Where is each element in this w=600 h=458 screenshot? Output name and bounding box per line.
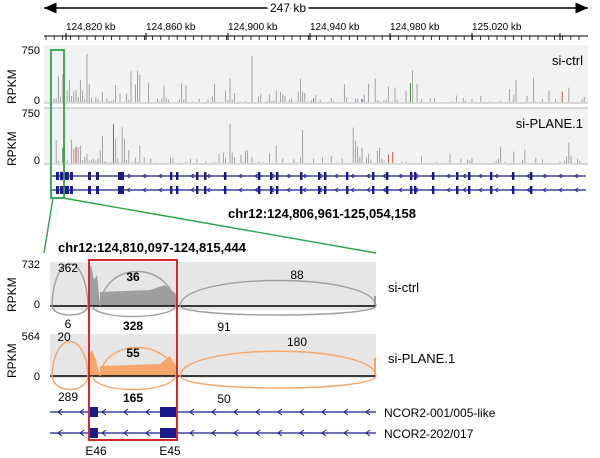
junction-count: 91 [217,320,231,334]
junction-count: 50 [217,392,231,406]
junction-count: 6 [65,317,72,331]
track-name: si-ctrl [552,53,583,68]
exon-label: E46 [85,444,107,458]
track-ymax: 732 [22,259,40,271]
junction-arc [99,271,177,307]
junction-count: 328 [123,319,143,333]
top-track-si-plane [44,107,588,165]
junction-arc [179,305,377,316]
transcript-models-zoom [50,407,376,438]
track-ymax: 750 [22,45,40,57]
junction-arc [51,340,89,377]
zoom-locus-label: chr12:124,810,097-124,815,444 [58,240,247,255]
track-y-label: RPKM [5,343,19,378]
track-ymax: 750 [22,108,40,120]
exon-highlight-box [88,259,178,441]
zoom-window [50,49,65,199]
exon-label: E45 [159,444,181,458]
junction-arc [51,375,89,391]
locus-label: chr12:124,806,961-125,054,158 [228,206,416,221]
junction-count: 88 [290,268,304,282]
transcript-name: NCOR2-202/017 [384,427,474,441]
junction-arc [51,305,89,316]
track-name: si-PLANE.1 [516,116,583,131]
transcript-name: NCOR2-001/005-like [384,406,496,420]
ruler-tick-label: 125,020 kb [472,22,522,33]
junction-count: 180 [287,335,307,349]
track-ymax: 564 [22,331,40,343]
junction-arc [179,279,377,307]
track-ymin: 0 [34,95,40,107]
junction-count: 362 [58,261,78,275]
junction-arc [179,375,377,389]
top-track-si-ctrl [44,45,588,104]
junction-count: 36 [126,270,140,284]
track-y-label: RPKM [5,69,19,104]
track-y-label: RPKM [5,131,19,166]
junction-count: 20 [57,330,71,344]
junction-arc [99,346,177,377]
track-y-label: RPKM [5,277,19,312]
region-width-label: 247 kb [270,1,306,15]
junction-arc [91,305,177,318]
ruler-tick-label: 124,900 kb [228,22,278,33]
junction-count: 289 [58,390,78,404]
ruler-tick-label: 124,820 kb [66,22,116,33]
track-name: si-PLANE.1 [388,351,455,366]
track-ymin: 0 [34,371,40,383]
zoom-track-si-ctrl [50,262,377,318]
junction-count: 55 [126,346,140,360]
track-ymin: 0 [34,299,40,311]
junction-count: 165 [123,391,143,405]
junction-arc [179,350,377,377]
zoom-track-si-plane [50,334,377,391]
ruler-tick-label: 124,980 kb [390,22,440,33]
ruler-tick-label: 124,940 kb [310,22,360,33]
junction-arc [51,263,89,307]
gene-models-top [52,172,586,194]
ruler-tick-label: 124,860 kb [146,22,196,33]
ruler: 124,820 kb 124,860 kb 124,900 kb 124,940… [44,22,588,40]
junction-arc [91,375,177,391]
track-ymin: 0 [34,155,40,167]
track-name: si-ctrl [388,280,419,295]
